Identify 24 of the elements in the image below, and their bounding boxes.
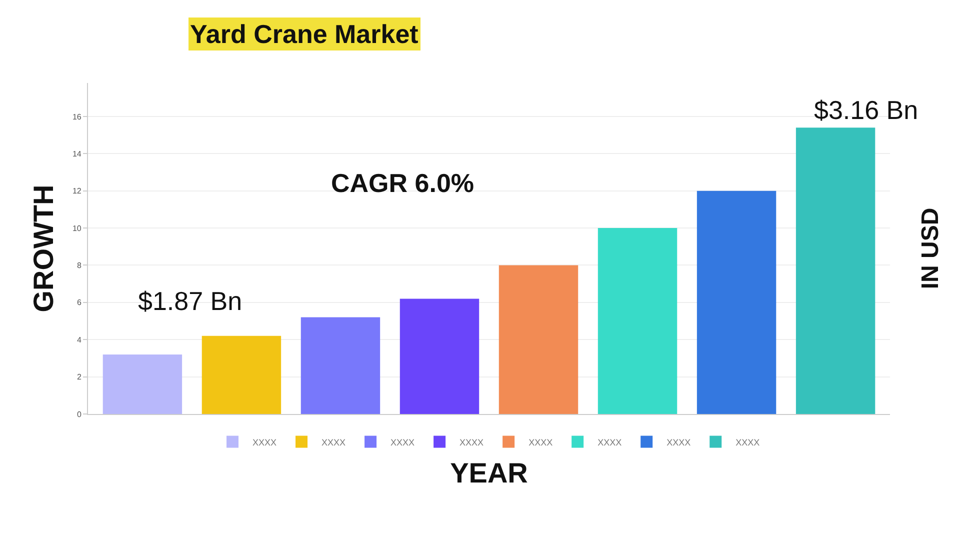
y-tick-label: 2	[76, 372, 82, 382]
y-tick-label: 4	[76, 335, 82, 344]
y-axis-title: GROWTH	[28, 184, 60, 312]
legend-label: XXXX	[666, 437, 691, 448]
legend-label: XXXX	[390, 437, 415, 448]
x-axis-title: YEAR	[450, 458, 528, 488]
legend-label: XXXX	[736, 437, 760, 448]
legend-label: XXXX	[460, 437, 484, 448]
legend-label: XXXX	[252, 437, 277, 448]
annotation: $1.87 Bn	[138, 286, 242, 316]
y-tick-label: 10	[72, 224, 82, 233]
legend-label: XXXX	[598, 437, 622, 448]
y-tick-label: 6	[76, 298, 82, 308]
y-tick-label: 8	[76, 261, 82, 270]
chart-title: Yard Crane Market	[190, 19, 419, 49]
y-tick-label: 0	[76, 410, 82, 419]
y-tick-label: 16	[72, 112, 82, 122]
annotation: CAGR 6.0%	[331, 168, 474, 198]
annotation: $3.16 Bn	[814, 95, 918, 125]
legend-label: XXXX	[322, 437, 346, 448]
legend-label: XXXX	[528, 437, 553, 448]
y-tick-label: 14	[72, 149, 82, 158]
y2-axis-title: IN USD	[917, 208, 944, 290]
y-tick-label: 12	[72, 186, 82, 196]
